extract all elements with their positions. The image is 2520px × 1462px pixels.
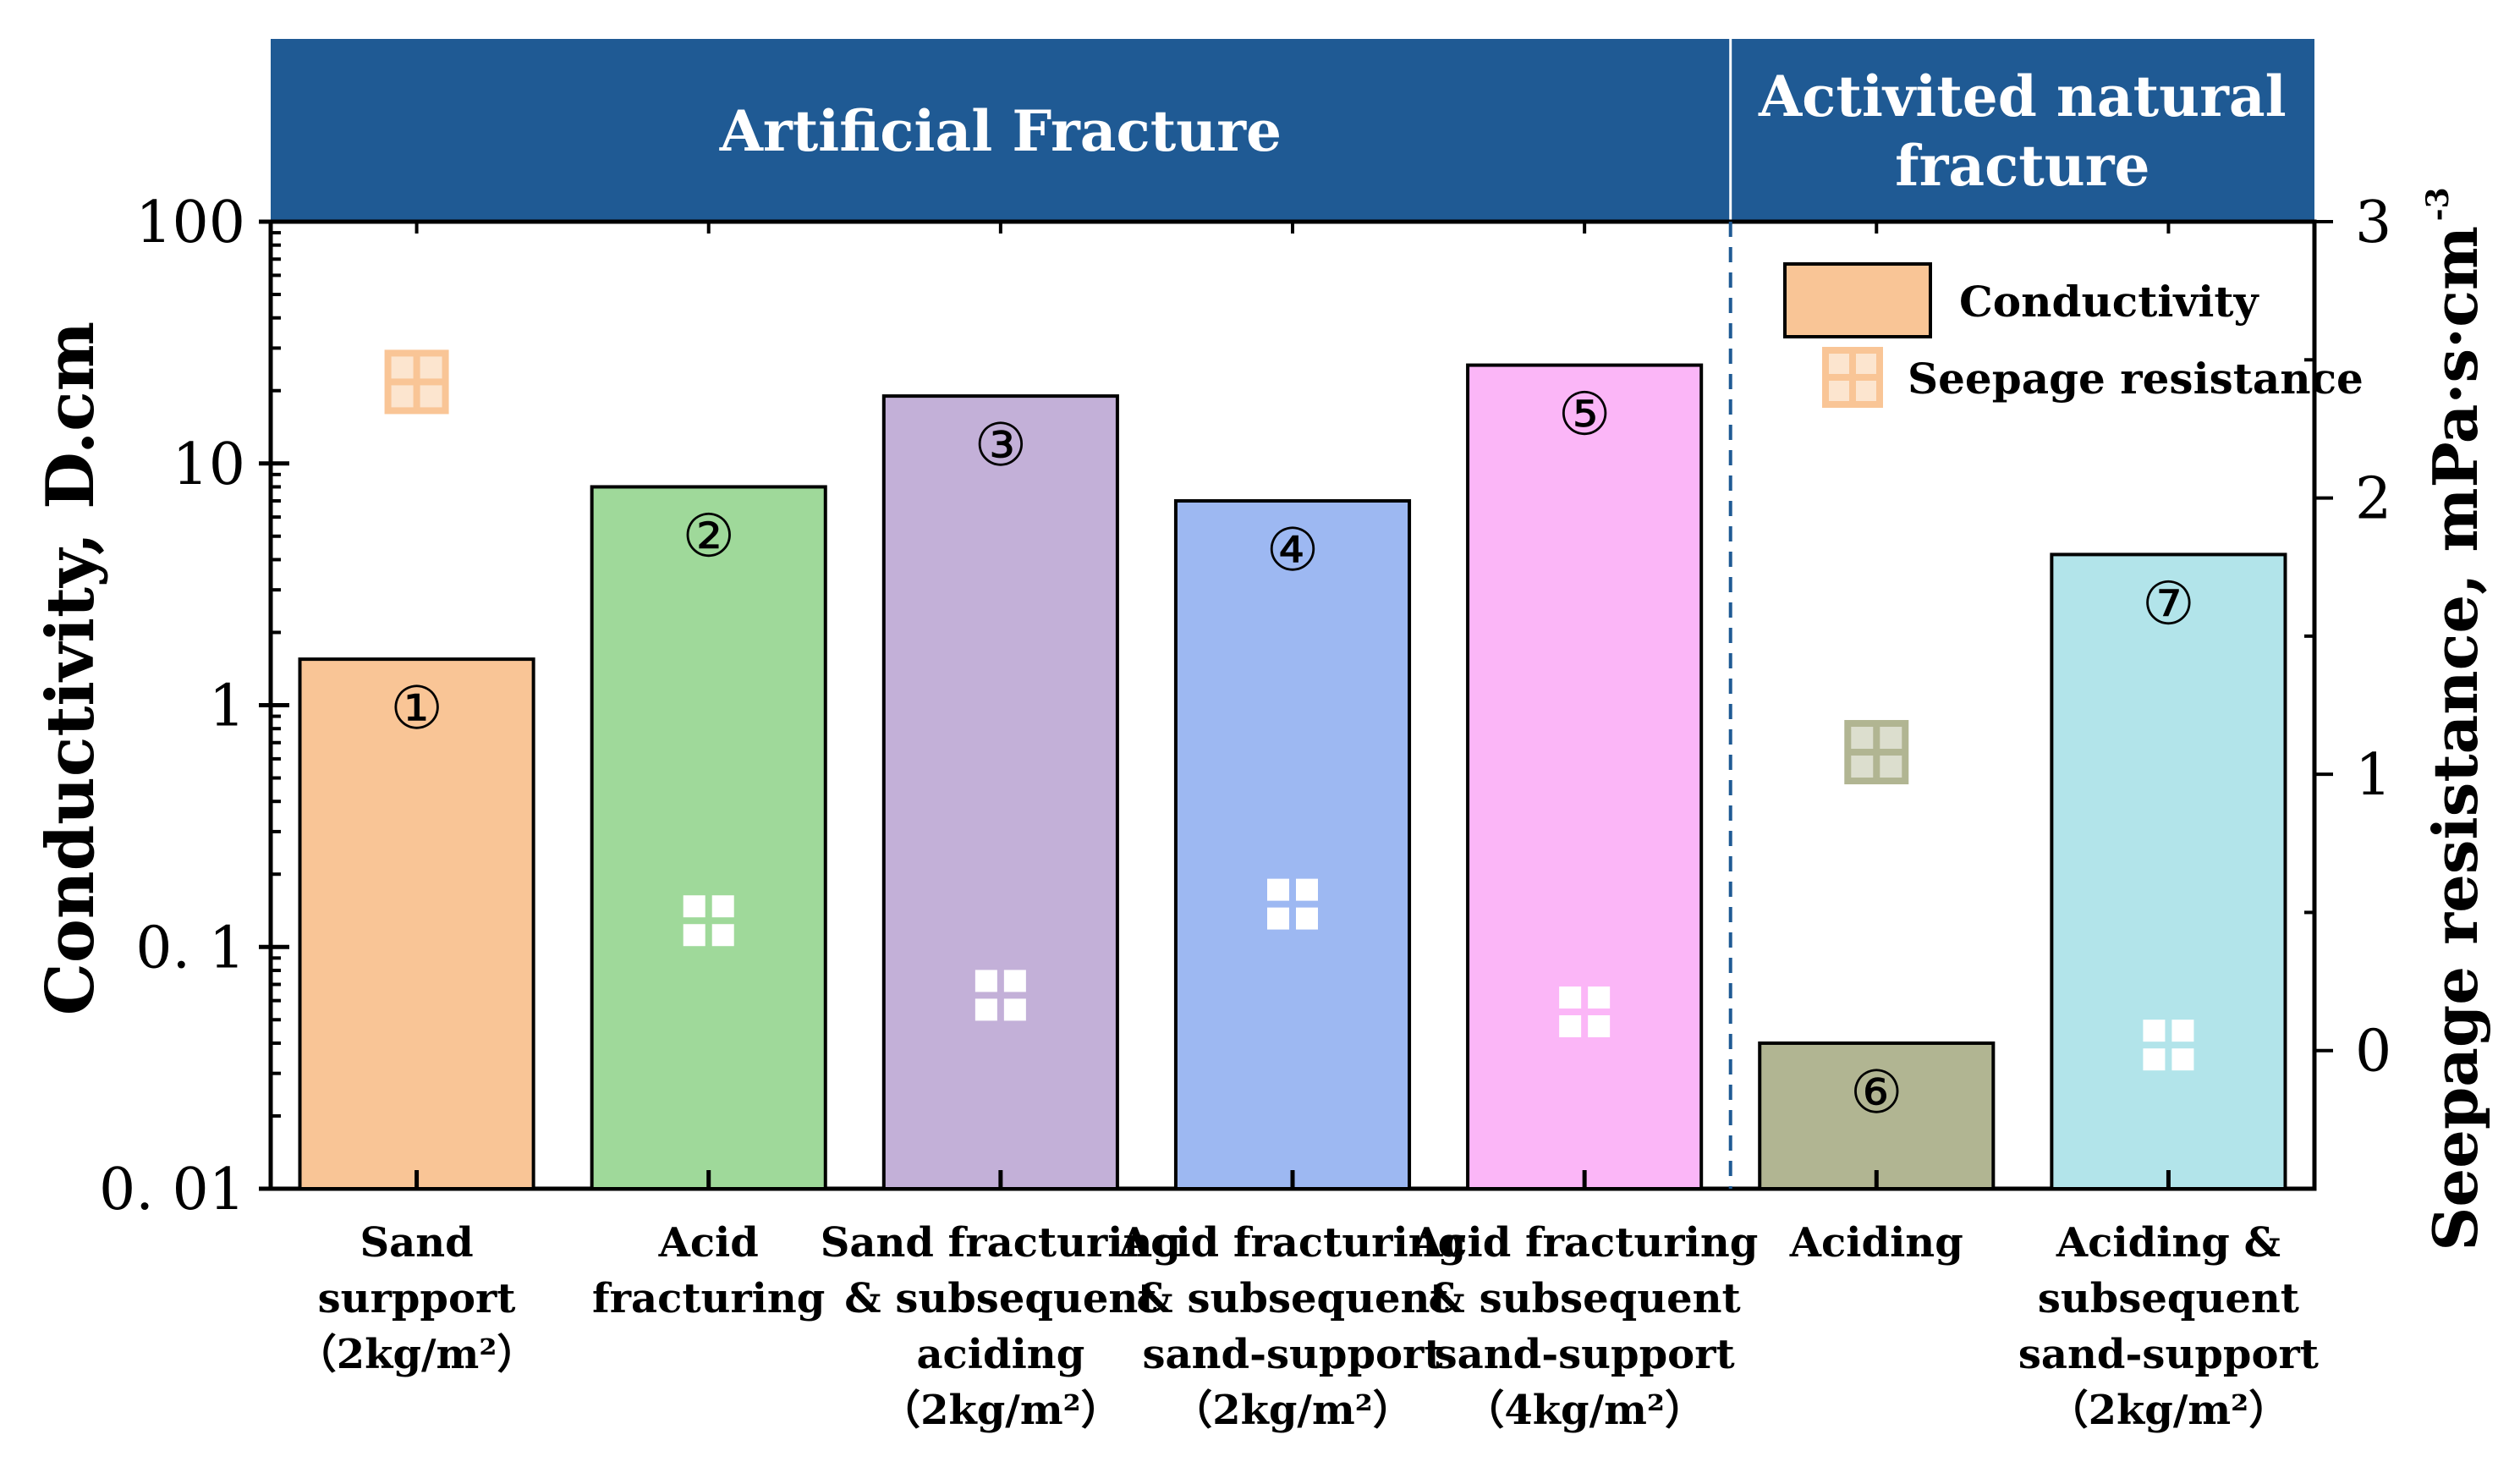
category-labels: Sand surpport （2kg/m²） Acid fracturing Sand f…	[296, 1219, 2319, 1434]
y-tick-label-2: 1	[209, 673, 245, 740]
top-axis-ticks	[415, 222, 2171, 1189]
bar-label-3: ③	[974, 410, 1027, 480]
seepage-marker-5	[1559, 986, 1611, 1037]
right-axis: 3 2 1 0	[2304, 190, 2391, 1190]
y2-axis-title: Seepage resistance, mPa·s·cm	[2419, 226, 2491, 1251]
bar-6	[1758, 1041, 1996, 1190]
category-label-7-line-2: sand-support	[2018, 1331, 2319, 1378]
bar-label-1: ①	[390, 673, 443, 743]
y-tick-label-1: 10	[172, 431, 245, 498]
bar-label-4: ④	[1266, 515, 1320, 585]
group-label-0-line-0: Artificial Fracture	[719, 98, 1282, 164]
category-label-5-line-1: & subsequent	[1429, 1275, 1741, 1322]
legend-label-conductivity: Conductivity	[1959, 277, 2259, 327]
y2-axis-title-superscript: -3	[2420, 187, 2456, 221]
seepage-marker-7	[2143, 1020, 2194, 1071]
y-tick-label-3: 0. 1	[135, 915, 245, 981]
y-axis-title: Conductivity, D.cm	[32, 322, 109, 1015]
seepage-marker-1	[384, 349, 449, 415]
y-tick-label-0: 100	[135, 190, 245, 256]
category-label-1-line-2: （2kg/m²）	[296, 1331, 538, 1378]
category-label-5-line-2: sand-support	[1435, 1331, 1735, 1378]
category-label-4-line-2: sand-support	[1142, 1331, 1442, 1378]
category-label-3-line-2: aciding	[916, 1331, 1084, 1378]
legend-swatch-seepage	[1822, 347, 1883, 408]
category-label-3-line-3: （2kg/m²）	[880, 1387, 1122, 1434]
category-label-2-line-1: fracturing	[592, 1275, 825, 1322]
bar-2	[590, 485, 827, 1190]
bar-label-6: ⑥	[1850, 1058, 1903, 1127]
category-label-1-line-1: surpport	[318, 1275, 516, 1322]
category-label-7-line-3: （2kg/m²）	[2048, 1387, 2290, 1434]
bar-label-2: ②	[682, 501, 735, 570]
seepage-marker-6	[1844, 720, 1909, 785]
seepage-marker-3	[975, 970, 1026, 1021]
y2-tick-label-1: 2	[2355, 466, 2391, 533]
group-label-1-line-1: fracture	[1895, 133, 2149, 199]
svg-text:Seepage resistance, mPa·s·cm: Seepage resistance, mPa·s·cm -3	[2419, 187, 2491, 1250]
bar-label-7: ⑦	[2142, 569, 2195, 638]
bar-3	[881, 394, 1119, 1191]
y2-tick-label-3: 0	[2355, 1019, 2391, 1086]
seepage-marker-2	[683, 895, 734, 947]
category-label-3-line-0: Sand fracturing	[821, 1219, 1181, 1267]
category-label-4-line-0: Acid fracturing	[1118, 1219, 1466, 1267]
legend: Conductivity Seepage resistance	[1783, 262, 2364, 408]
legend-swatch-conductivity	[1783, 262, 1932, 338]
bars: ① ② ③ ④ ⑤ ⑥ ⑦	[298, 363, 2287, 1191]
category-label-7-line-1: subsequent	[2038, 1275, 2299, 1322]
y-tick-label-4: 0. 01	[99, 1157, 245, 1223]
category-label-2-line-0: Acid	[658, 1219, 759, 1267]
bar-label-5: ⑤	[1558, 380, 1611, 449]
category-label-3-line-1: & subsequent	[844, 1275, 1156, 1322]
group-label-1-line-0: Activited natural	[1758, 63, 2287, 129]
category-label-6-line-0: Aciding	[1789, 1219, 1963, 1267]
y2-tick-label-0: 3	[2355, 190, 2391, 256]
seepage-markers	[384, 349, 2194, 1071]
y2-axis-title-group: Seepage resistance, mPa·s·cm -3	[2419, 187, 2491, 1250]
category-label-4-line-3: （2kg/m²）	[1172, 1387, 1414, 1434]
category-label-1-line-0: Sand	[360, 1219, 473, 1267]
group-header: Artificial Fracture Activited naturalfrac…	[271, 39, 2314, 222]
legend-label-seepage: Seepage resistance	[1908, 354, 2364, 404]
bar-5	[1466, 363, 1704, 1191]
bar-4	[1173, 499, 1412, 1190]
category-label-5-line-0: Acid fracturing	[1410, 1219, 1758, 1267]
seepage-marker-4	[1267, 878, 1318, 930]
category-label-7-line-0: Aciding &	[2056, 1219, 2281, 1267]
y2-tick-label-2: 1	[2355, 742, 2391, 809]
category-label-4-line-1: & subsequent	[1136, 1275, 1448, 1322]
bar-7	[2050, 552, 2287, 1190]
header-band	[271, 39, 2314, 222]
category-label-5-line-3: （4kg/m²）	[1463, 1387, 1705, 1434]
left-axis: 100 10 1 0. 1 0. 01	[99, 190, 289, 1223]
